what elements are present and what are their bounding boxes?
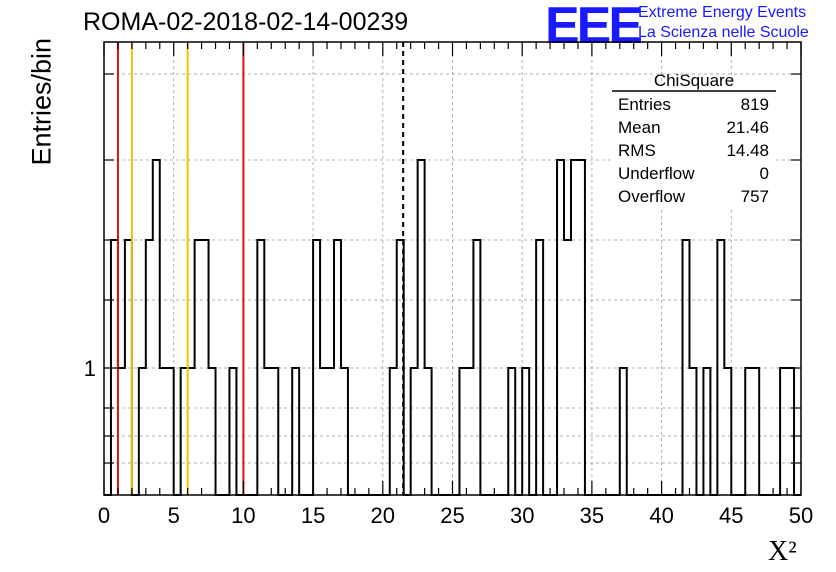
histogram-bin xyxy=(181,368,188,495)
histogram-bin xyxy=(571,160,578,495)
histogram-bin xyxy=(139,368,146,495)
x-tick-label: 45 xyxy=(719,503,743,528)
x-axis-label: X² xyxy=(768,536,797,567)
histogram-bin xyxy=(118,368,125,495)
histogram-bin xyxy=(153,160,160,495)
histogram-bin xyxy=(752,368,759,495)
histogram-bin xyxy=(160,368,167,495)
x-tick-label: 35 xyxy=(580,503,604,528)
stats-row-value: 0 xyxy=(760,164,769,183)
eee-logo-mark: EEE xyxy=(545,0,643,55)
x-tick-label: 30 xyxy=(510,503,534,528)
stats-box xyxy=(612,86,776,210)
histogram-bin xyxy=(508,368,515,495)
stats-row-value: 21.46 xyxy=(726,118,769,137)
histogram-bin xyxy=(271,368,278,495)
stats-row-value: 757 xyxy=(741,187,769,206)
stats-row-label: RMS xyxy=(618,141,656,160)
x-tick-label: 0 xyxy=(98,503,110,528)
histogram-bin xyxy=(745,368,752,495)
stats-row-value: 14.48 xyxy=(726,141,769,160)
histogram-bin xyxy=(557,160,564,495)
x-tick-label: 20 xyxy=(371,503,395,528)
histogram-bin xyxy=(578,160,585,495)
stats-row-label: Underflow xyxy=(618,164,695,183)
histogram-bin xyxy=(320,368,327,495)
x-tick-label: 25 xyxy=(440,503,464,528)
x-tick-label: 50 xyxy=(789,503,813,528)
logo-line-1: Extreme Energy Events xyxy=(638,4,807,21)
histogram-bin xyxy=(780,368,787,495)
histogram-bin xyxy=(724,368,731,495)
histogram-bin xyxy=(188,368,195,495)
stats-row-label: Mean xyxy=(618,118,661,137)
histogram-bin xyxy=(411,368,418,495)
histogram-bin xyxy=(459,368,466,495)
histogram-bin xyxy=(167,368,174,495)
histogram-bin xyxy=(425,368,432,495)
histogram-bin xyxy=(327,368,334,495)
x-tick-label: 15 xyxy=(301,503,325,528)
histogram-bin xyxy=(264,368,271,495)
histogram-bin xyxy=(229,368,236,495)
histogram-bin xyxy=(418,160,425,495)
stats-row-label: Entries xyxy=(618,95,671,114)
histogram-bin xyxy=(390,368,397,495)
stats-row-label: Overflow xyxy=(618,187,686,206)
x-tick-label: 5 xyxy=(168,503,180,528)
histogram-bin xyxy=(466,368,473,495)
histogram-bin xyxy=(787,368,794,495)
x-tick-label: 40 xyxy=(649,503,673,528)
histogram-bin xyxy=(689,368,696,495)
logo-line-2: La Scienza nelle Scuole xyxy=(638,24,809,41)
y-tick-label: 1 xyxy=(84,356,96,381)
stats-box-title: ChiSquare xyxy=(654,71,734,90)
histogram-bin xyxy=(703,368,710,495)
histogram-bin xyxy=(522,368,529,495)
histogram-bin xyxy=(209,368,216,495)
stats-row-value: 819 xyxy=(741,95,769,114)
histogram-bin xyxy=(620,368,627,495)
chart-title: ROMA-02-2018-02-14-00239 xyxy=(83,8,409,36)
histogram-bin xyxy=(341,368,348,495)
histogram-bin xyxy=(292,368,299,495)
x-tick-label: 10 xyxy=(231,503,255,528)
